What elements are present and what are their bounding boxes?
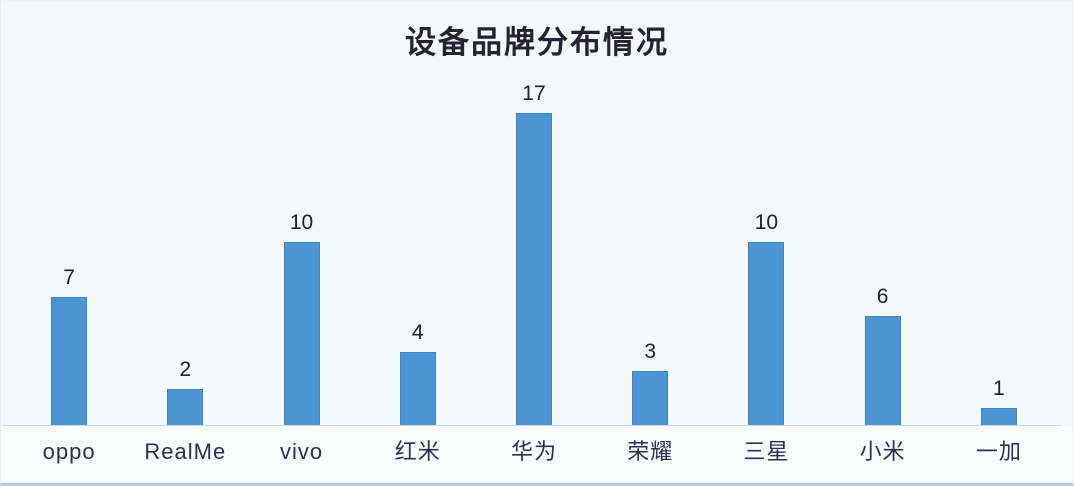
bar-value-label-三星: 10 [754, 211, 779, 234]
bar-value-label-vivo: 10 [289, 211, 314, 234]
bar-cell-oppo: 7 [11, 267, 127, 426]
bar-小米 [864, 316, 901, 426]
bar-cell-华为: 17 [476, 83, 592, 426]
x-axis-labels: oppo RealMe vivo 红米 华为 荣耀 三星 小米 一加 [11, 439, 1057, 465]
bar-value-label-RealMe: 2 [179, 358, 192, 381]
bar-cell-RealMe: 2 [127, 359, 243, 426]
bar-三星 [748, 242, 785, 426]
x-axis-line [3, 425, 1061, 426]
category-label-荣耀: 荣耀 [627, 439, 674, 464]
bar-value-label-一加: 1 [993, 377, 1005, 400]
bar-oppo [51, 297, 88, 426]
bar-一加 [980, 408, 1017, 426]
category-label-vivo: vivo [279, 439, 324, 464]
category-label-一加: 一加 [975, 439, 1022, 464]
bar-cell-三星: 10 [708, 212, 824, 426]
bar-cell-红米: 4 [360, 322, 476, 426]
bar-RealMe [167, 389, 204, 426]
bar-华为 [515, 113, 552, 426]
category-label-RealMe: RealMe [144, 439, 227, 464]
bar-cell-荣耀: 3 [592, 341, 708, 426]
bar-红米 [399, 352, 436, 426]
bar-value-label-oppo: 7 [63, 266, 75, 289]
category-label-三星: 三星 [743, 439, 790, 464]
category-label-华为: 华为 [510, 439, 557, 464]
bar-value-label-小米: 6 [876, 285, 889, 308]
plot-area: 7 2 10 4 17 3 10 6 1 [11, 61, 1057, 426]
bar-cell-小米: 6 [825, 286, 941, 426]
category-label-红米: 红米 [394, 439, 441, 464]
bar-value-label-华为: 17 [522, 82, 546, 105]
bar-cell-一加: 1 [941, 378, 1057, 426]
below-axis-background [1, 426, 1073, 483]
bar-vivo [283, 242, 320, 426]
chart-title: 设备品牌分布情况 [405, 25, 669, 60]
bar-value-label-荣耀: 3 [644, 340, 657, 363]
bar-value-label-红米: 4 [411, 321, 424, 344]
category-label-小米: 小米 [859, 439, 906, 464]
category-label-oppo: oppo [42, 439, 96, 464]
bar-荣耀 [632, 371, 669, 426]
bar-cell-vivo: 10 [243, 212, 359, 426]
